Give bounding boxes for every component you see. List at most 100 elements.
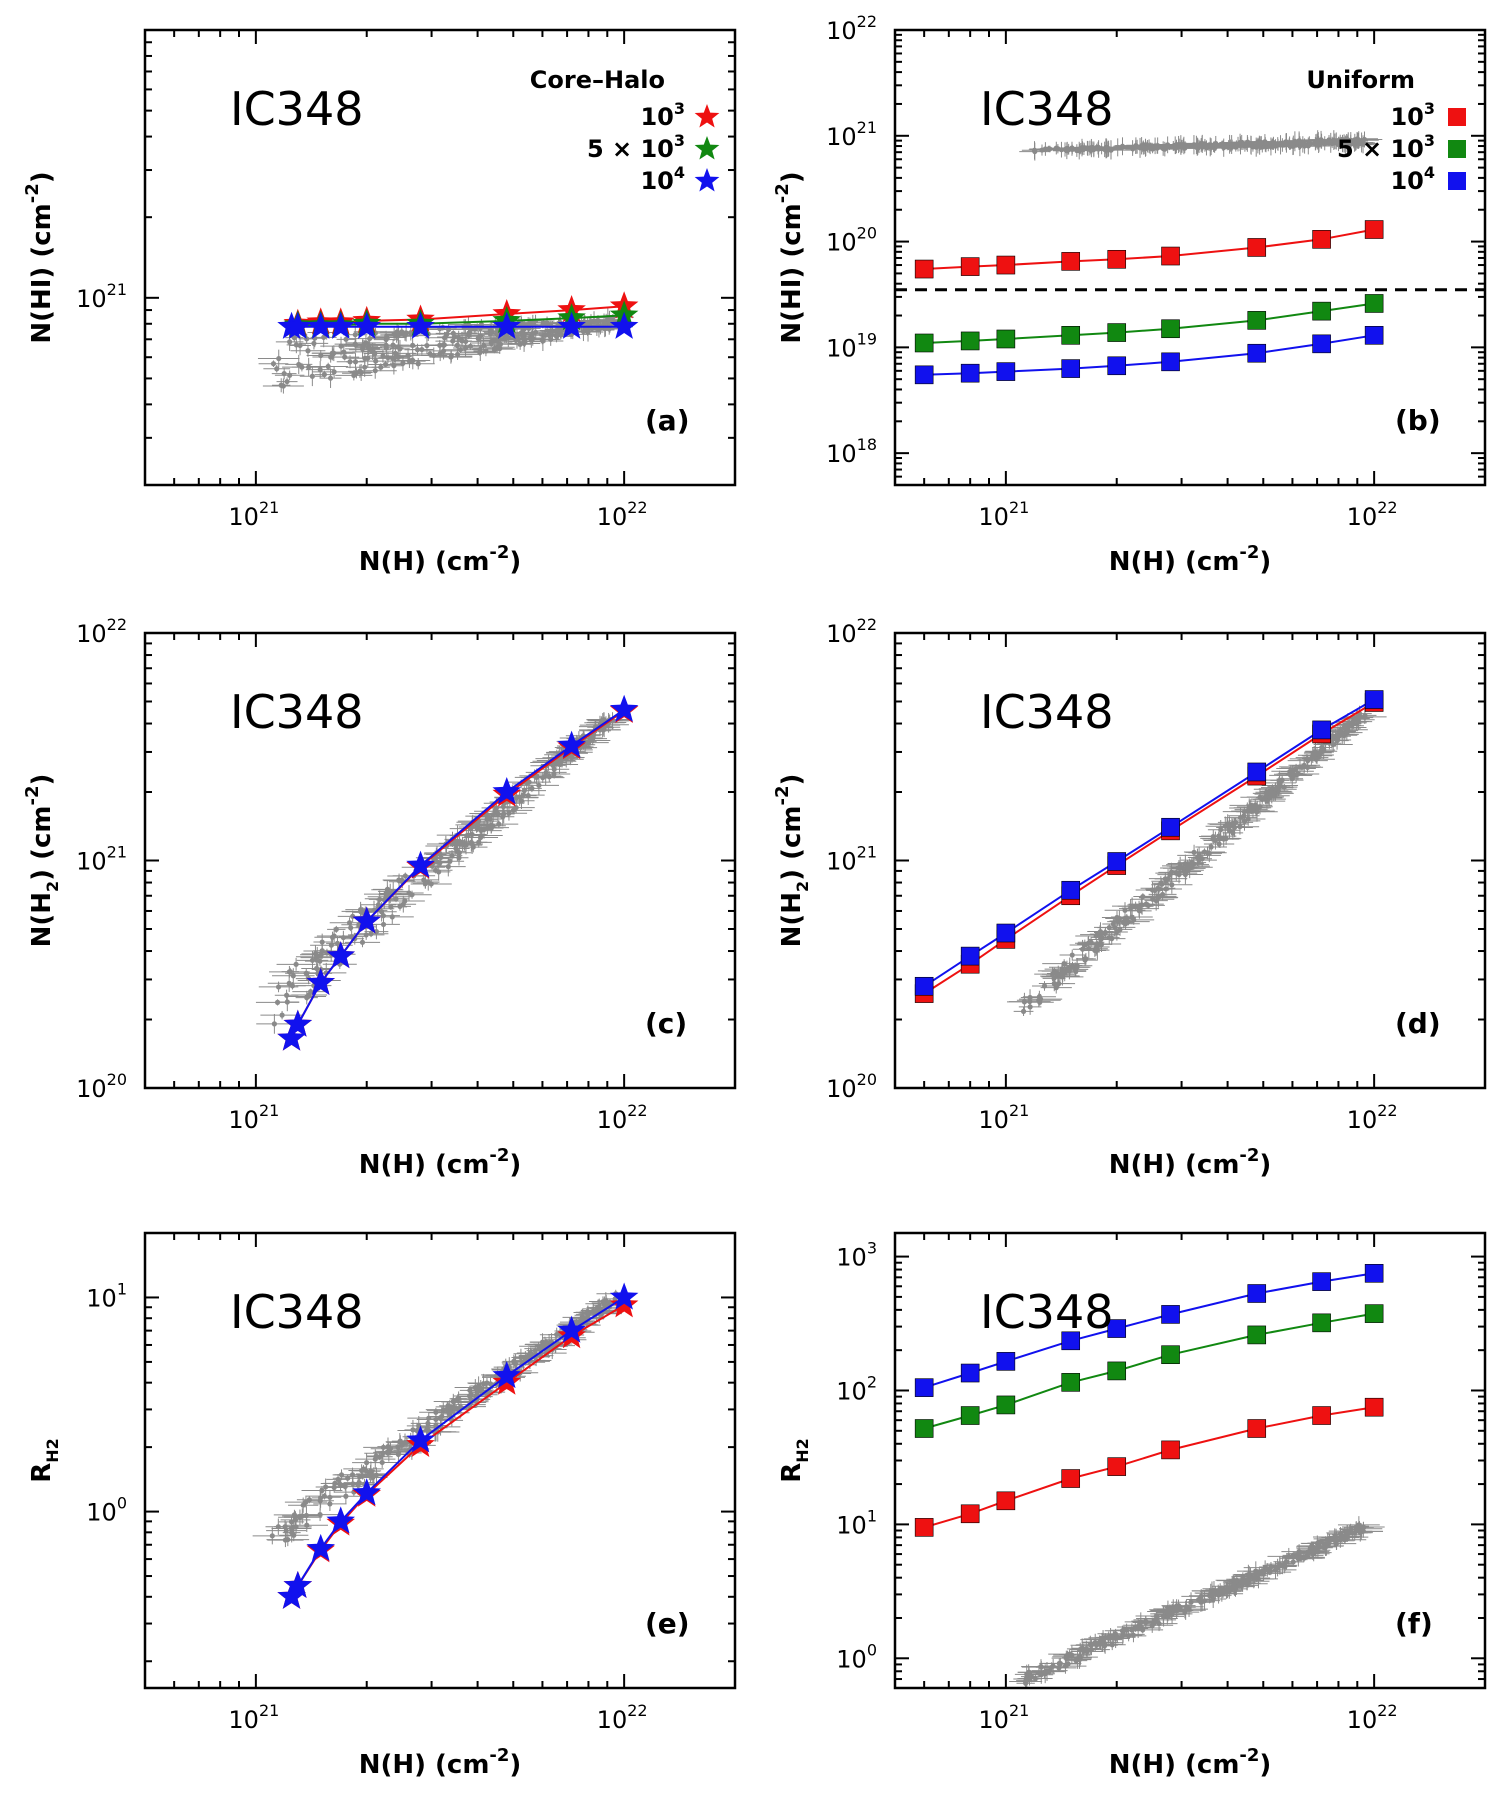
observed-point xyxy=(1092,947,1098,954)
panel-label: (c) xyxy=(645,1007,687,1040)
observed-point xyxy=(366,344,372,350)
square-marker xyxy=(1364,220,1384,239)
y-tick-label: 1022 xyxy=(826,615,877,648)
observed-point xyxy=(540,338,546,344)
chart-title: IC348 xyxy=(230,685,364,739)
observed-point xyxy=(292,1517,299,1523)
square-marker xyxy=(1161,817,1180,837)
observed-point xyxy=(375,902,382,908)
observed-data-b xyxy=(1019,130,1383,161)
observed-point xyxy=(331,933,337,939)
observed-point xyxy=(1049,971,1056,977)
observed-point xyxy=(317,958,323,964)
observed-point xyxy=(491,346,497,352)
y-tick-label: 1020 xyxy=(826,224,877,257)
observed-point xyxy=(377,1454,383,1460)
observed-point xyxy=(1020,1008,1027,1014)
observed-point xyxy=(297,1514,303,1520)
observed-point xyxy=(1245,816,1251,822)
observed-point xyxy=(350,1481,356,1487)
observed-point xyxy=(1095,145,1101,151)
star-marker xyxy=(306,311,335,339)
square-marker xyxy=(1061,880,1081,900)
observed-point xyxy=(327,375,334,381)
chart-title: IC348 xyxy=(980,82,1114,136)
observed-point xyxy=(1295,771,1301,777)
observed-point xyxy=(451,334,458,340)
observed-point xyxy=(1057,973,1063,979)
observed-point xyxy=(1337,728,1343,734)
observed-data-f xyxy=(1009,1516,1385,1688)
observed-point xyxy=(284,378,290,385)
star-marker xyxy=(406,1425,435,1453)
observed-point xyxy=(557,760,564,766)
observed-point xyxy=(276,355,282,362)
observed-point xyxy=(391,363,397,369)
observed-point xyxy=(1279,777,1285,783)
observed-point xyxy=(539,1339,546,1345)
observed-point xyxy=(309,957,316,963)
observed-point xyxy=(448,354,454,360)
observed-point xyxy=(1254,805,1260,811)
y-tick-label: 1019 xyxy=(826,329,877,362)
observed-point xyxy=(500,804,506,810)
observed-point xyxy=(288,1519,295,1525)
y-tick-label: 100 xyxy=(86,1494,127,1527)
square-marker xyxy=(1312,301,1331,321)
observed-point xyxy=(289,1530,295,1536)
observed-point xyxy=(1218,827,1224,833)
observed-point xyxy=(380,921,387,928)
observed-point xyxy=(529,785,535,791)
square-marker xyxy=(1107,249,1127,269)
y-tick-label: 1020 xyxy=(76,1070,127,1103)
observed-point xyxy=(373,358,379,364)
observed-point xyxy=(522,336,528,342)
observed-point xyxy=(1330,733,1336,739)
legend-title: Uniform xyxy=(1306,66,1415,94)
observed-point xyxy=(338,343,344,349)
observed-point xyxy=(532,1347,538,1354)
x-tick-label: 1021 xyxy=(978,1101,1029,1134)
series-line xyxy=(924,302,1375,344)
observed-point xyxy=(437,350,443,357)
observed-point xyxy=(521,788,527,794)
observed-point xyxy=(391,331,397,337)
square-marker xyxy=(960,946,980,966)
observed-point xyxy=(586,739,592,746)
series-line xyxy=(923,701,1375,995)
star-marker xyxy=(609,1290,639,1318)
x-axis-label: N(H) (cm-2) xyxy=(359,542,522,577)
observed-point xyxy=(1088,939,1094,945)
observed-point xyxy=(425,1420,431,1426)
plot-frame xyxy=(143,1231,737,1690)
observed-point xyxy=(397,346,403,352)
observed-point xyxy=(1349,722,1355,728)
square-marker xyxy=(1107,852,1127,871)
observed-point xyxy=(410,1427,416,1433)
x-tick-label: 1022 xyxy=(597,498,648,531)
observed-point xyxy=(433,1416,439,1423)
observed-point xyxy=(1169,882,1175,888)
observed-point xyxy=(1305,143,1311,149)
observed-point xyxy=(1210,1596,1216,1602)
observed-point xyxy=(456,855,462,861)
observed-point xyxy=(372,1456,378,1462)
star-marker xyxy=(609,311,639,339)
observed-point xyxy=(1319,744,1325,751)
square-marker xyxy=(1061,326,1081,345)
square-marker xyxy=(914,976,934,996)
panel-b: 1021 1022 1018 1019 1020 1021 1022 N(H) (cm-2) N… xyxy=(772,12,1487,577)
observed-point xyxy=(283,1528,289,1534)
observed-point xyxy=(488,825,494,831)
series-d-blue xyxy=(914,690,1384,996)
square-marker xyxy=(1247,238,1267,257)
y-tick-label: 1021 xyxy=(826,843,877,876)
square-marker xyxy=(1161,352,1180,372)
star-marker xyxy=(352,311,381,339)
observed-point xyxy=(313,965,320,972)
observed-point xyxy=(362,364,368,370)
observed-point xyxy=(343,336,349,342)
observed-point xyxy=(1272,786,1278,792)
star-marker xyxy=(492,1360,522,1389)
